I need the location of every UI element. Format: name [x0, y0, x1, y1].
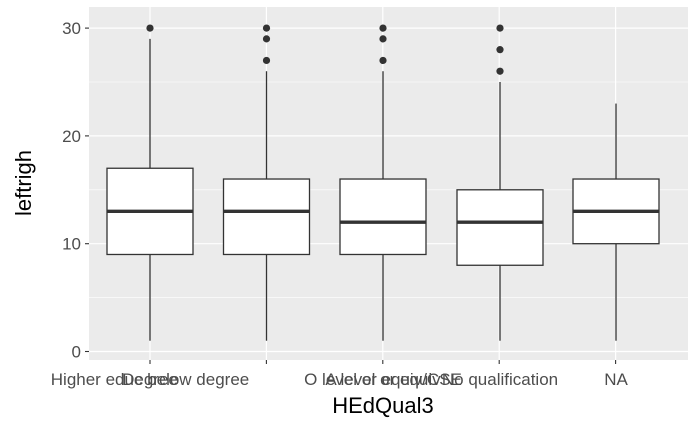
y-tick-label: 0 [72, 343, 81, 362]
outlier-point [262, 35, 271, 43]
box-iqr [222, 178, 311, 256]
x-tick-label: Higher educ below degree [51, 370, 249, 389]
outlier-point [496, 24, 504, 32]
outlier-point [379, 24, 387, 32]
outlier-point [146, 24, 154, 32]
outlier-point [262, 56, 271, 65]
box-iqr [339, 178, 427, 256]
x-tick-label: NA [604, 370, 628, 389]
outlier-point [496, 46, 504, 54]
x-tick-label: A level or equiv [325, 370, 441, 389]
y-tick-label: 20 [62, 127, 81, 146]
outlier-point [496, 67, 504, 75]
box-group [339, 24, 427, 341]
x-tick-label: O level or equiv/CSE [304, 370, 462, 389]
boxes-layer [106, 24, 660, 341]
box-group [572, 103, 660, 341]
y-tick-label: 10 [62, 235, 81, 254]
x-axis-title: HEdQual3 [332, 393, 434, 418]
outlier-point [379, 56, 387, 65]
x-tick-label: No qualification [442, 370, 558, 389]
box-group [222, 24, 311, 341]
box-iqr [456, 189, 544, 266]
y-axis: 0 10 20 30 [62, 19, 89, 362]
outlier-point [262, 24, 271, 32]
y-tick-label: 30 [62, 19, 81, 38]
box-group [106, 24, 194, 341]
box-group [456, 24, 544, 341]
y-axis-title: leftrigh [11, 150, 36, 216]
x-tick-label: Degree [122, 370, 178, 389]
outlier-point [379, 35, 387, 43]
